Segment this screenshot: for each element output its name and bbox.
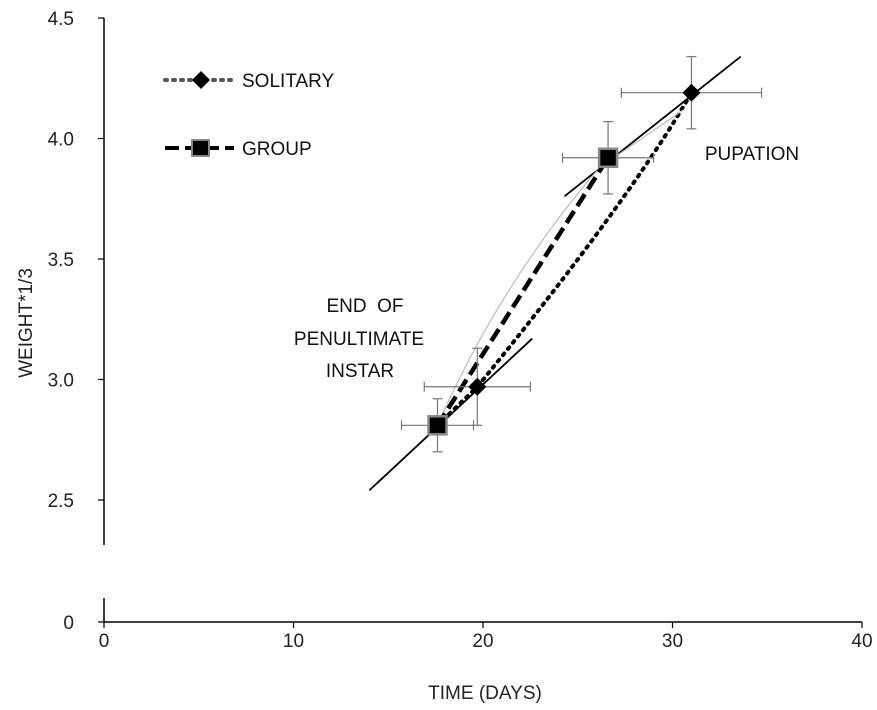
y-tick-label-5: 4.5 [48, 9, 74, 30]
group-series-line [435, 156, 610, 427]
legend: SOLITARY GROUP [163, 71, 335, 160]
x-tick-label-0: 0 [99, 631, 110, 652]
trend-line-pupation [563, 55, 742, 198]
markers [427, 83, 701, 436]
group-point-0 [427, 415, 448, 436]
y-tick-label-0: 0 [63, 613, 74, 634]
y-tick-label-1: 2.5 [48, 491, 74, 512]
legend-solitary-label: SOLITARY [242, 71, 335, 92]
solitary-point-0 [468, 377, 487, 396]
annotation-line-2: PENULTIMATE [294, 329, 424, 350]
y-tick-label-4: 4.0 [48, 130, 74, 151]
solitary-series-line [435, 90, 694, 428]
x-tick-label-3: 30 [662, 631, 683, 652]
legend-group-square-icon [191, 139, 210, 157]
tick-labels: 0 10 20 30 40 0 2.5 3.0 3.5 4.0 4.5 [48, 9, 873, 652]
x-tick-label-2: 20 [472, 631, 493, 652]
legend-item-group: GROUP [165, 139, 312, 160]
axes [98, 17, 863, 628]
annotation-pupation: PUPATION [705, 144, 799, 165]
y-axis-label: WEIGHT*1/3 [16, 268, 37, 378]
legend-group-label: GROUP [242, 139, 312, 160]
group-curve-guide [436, 157, 609, 426]
solitary-curve-guide [613, 109, 685, 159]
annotation-line-3: INSTAR [326, 361, 394, 382]
annotation-line-1: END OF [326, 296, 403, 317]
y-tick-label-3: 3.5 [48, 250, 74, 271]
x-axis-label: TIME (DAYS) [428, 683, 542, 704]
legend-item-solitary: SOLITARY [163, 71, 335, 92]
x-tick-label-4: 40 [851, 631, 872, 652]
legend-solitary-diamond-icon [192, 71, 210, 89]
group-point-1 [597, 147, 619, 169]
solitary-point-1 [682, 83, 701, 102]
series-lines [435, 90, 694, 428]
x-tick-label-1: 10 [283, 631, 304, 652]
y-tick-label-2: 3.0 [48, 371, 74, 392]
annotation-end-of-penultimate-instar: END OF PENULTIMATE INSTAR [294, 296, 424, 382]
